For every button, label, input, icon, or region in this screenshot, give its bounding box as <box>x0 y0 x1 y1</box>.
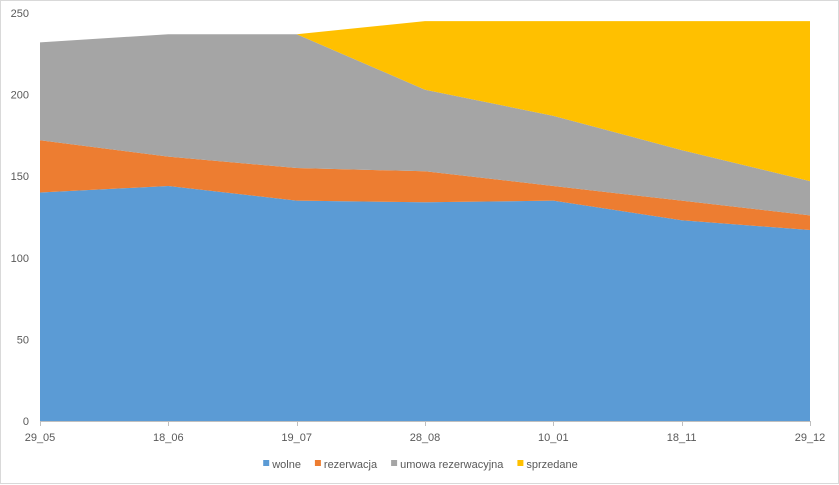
legend-swatch <box>263 460 270 466</box>
y-tick-label: 250 <box>11 8 29 20</box>
legend-label: sprzedane <box>526 459 577 471</box>
x-tick-label: 18_11 <box>667 432 697 444</box>
y-tick-label: 150 <box>11 171 29 183</box>
area-umowa-rezerwacyjna <box>40 34 810 216</box>
legend-item: rezerwacja <box>314 459 378 471</box>
x-tick-label: 29_12 <box>795 432 826 444</box>
y-tick-labels: 0 50 100 150 200 250 <box>11 8 29 428</box>
x-tick-labels: 29_05 18_06 19_07 28_08 10_01 18_11 29_12 <box>25 432 826 444</box>
legend-swatch <box>517 460 524 466</box>
legend-item: sprzedane <box>517 459 578 471</box>
area-series-group <box>40 21 810 421</box>
legend: wolne rezerwacja umowa rezerwacyjna sprzeda… <box>263 459 578 471</box>
y-tick-label: 0 <box>23 416 29 428</box>
area-wolne <box>40 185 810 421</box>
x-tick-label: 19_07 <box>281 432 312 444</box>
area-rezerwacja <box>40 140 810 231</box>
legend-label: rezerwacja <box>324 459 378 471</box>
y-tick-label: 100 <box>11 253 29 265</box>
legend-item: wolne <box>263 459 301 471</box>
x-tick-label: 10_01 <box>538 432 569 444</box>
x-tick-label: 18_06 <box>153 432 184 444</box>
legend-label: wolne <box>271 459 301 471</box>
legend-label: umowa rezerwacyjna <box>400 459 504 471</box>
x-tick-label: 28_08 <box>410 432 441 444</box>
x-tick-label: 29_05 <box>25 432 56 444</box>
y-tick-label: 50 <box>17 334 29 346</box>
legend-item: umowa rezerwacyjna <box>391 459 504 471</box>
legend-swatch <box>391 460 398 466</box>
area-sprzedane <box>40 21 810 182</box>
y-tick-label: 200 <box>11 90 29 102</box>
axes-group <box>40 421 811 426</box>
legend-swatch <box>314 460 321 466</box>
